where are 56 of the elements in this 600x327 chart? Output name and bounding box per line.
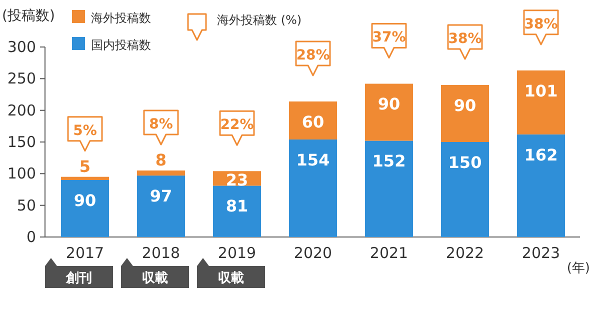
bar [289,101,337,140]
y-axis-title: (投稿数) [2,8,55,24]
text: 収載 [218,271,244,286]
legend-label: 国内投稿数 [91,38,151,52]
annotation: 38% [448,31,482,47]
y-tick-label: 0 [26,228,36,246]
data-label: 162 [524,145,558,164]
y-tick-label: 150 [7,133,36,151]
x-tick-label: 2020 [294,244,332,262]
data-label: 60 [302,112,324,132]
annotation: 22% [220,117,254,134]
data-label: 154 [296,150,330,170]
bar [365,84,413,141]
data-label: 101 [524,81,558,100]
data-label: 90 [378,94,400,114]
annotation: 38% [524,16,558,32]
bar [365,140,413,237]
bar [441,142,489,237]
data-label: 90 [74,191,96,210]
bar [137,176,185,237]
annotation: 28% [296,47,330,64]
data-label: 97 [150,186,172,206]
bar [441,85,489,142]
bar [137,170,185,176]
annotation: 37% [372,30,406,46]
y-tick-label: 100 [7,164,36,183]
annotation: 5% [73,122,97,139]
data-label: 150 [448,153,482,172]
x-axis-title: (年) [566,261,590,276]
data-label: 81 [226,196,248,216]
bar [289,139,337,237]
x-tick-label: 2018 [142,244,180,262]
x-tick-label: 2019 [218,244,256,262]
data-label: 90 [454,96,476,115]
bar [517,70,565,134]
y-tick-label: 200 [7,101,36,120]
x-tick-label: 2017 [66,244,104,262]
y-tick-label: 300 [7,38,36,56]
data-label: 5 [79,156,91,176]
x-tick-label: 2021 [370,244,408,262]
data-label: 8 [155,150,167,170]
bar [61,180,109,237]
data-label: 152 [372,152,406,171]
data-label: 23 [226,170,248,190]
legend-label: 海外投稿数 [91,11,151,25]
bar [61,176,109,180]
bar [213,186,261,237]
y-tick-label: 250 [7,70,36,88]
x-tick-label: 2022 [446,244,484,262]
bar [517,134,565,237]
y-tick-label: 50 [16,196,36,214]
x-tick-label: 2023 [522,244,560,262]
text: 創刊 [65,271,92,286]
text: 収載 [142,271,168,286]
annotation: 8% [149,116,173,132]
text: 海外投稿数 (%) [217,13,302,27]
